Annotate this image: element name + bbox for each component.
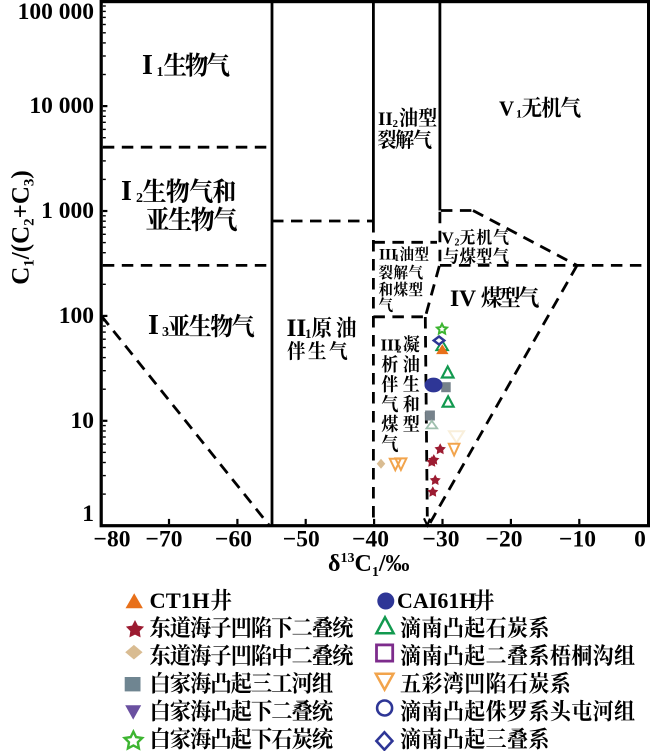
svg-text:δ13C1/‰: δ13C1/‰	[328, 551, 409, 580]
svg-text:−80: −80	[94, 526, 131, 552]
svg-text:2: 2	[397, 345, 402, 356]
svg-text:IV: IV	[450, 286, 476, 312]
svg-text:II: II	[378, 109, 393, 130]
svg-text:III: III	[381, 336, 401, 355]
svg-text:I: I	[121, 176, 132, 207]
svg-text:I: I	[148, 310, 159, 341]
svg-text:V: V	[442, 228, 455, 247]
svg-text:−50: −50	[283, 526, 320, 552]
svg-text:2: 2	[136, 191, 143, 206]
svg-text:1: 1	[157, 65, 164, 80]
svg-text:III: III	[379, 247, 397, 264]
svg-text:100 000: 100 000	[18, 0, 94, 25]
svg-text:0: 0	[634, 526, 646, 552]
svg-text:CT1H: CT1H	[150, 588, 211, 613]
svg-text:100: 100	[59, 303, 94, 329]
svg-text:−40: −40	[352, 526, 389, 552]
svg-text:V: V	[499, 97, 514, 121]
svg-text:I: I	[142, 50, 153, 81]
svg-text:1: 1	[395, 253, 400, 263]
svg-text:10 000: 10 000	[29, 93, 94, 119]
svg-text:1: 1	[82, 501, 94, 527]
svg-text:−60: −60	[215, 526, 252, 552]
svg-text:II: II	[287, 313, 307, 342]
svg-text:3: 3	[162, 325, 169, 340]
svg-text:−30: −30	[423, 526, 460, 552]
svg-text:−10: −10	[559, 526, 596, 552]
svg-text:1 000: 1 000	[41, 198, 94, 224]
svg-text:CAI61H: CAI61H	[397, 588, 476, 613]
svg-text:2: 2	[455, 237, 460, 248]
svg-text:C1/(C2+C3): C1/(C2+C3)	[8, 170, 38, 285]
svg-text:1: 1	[305, 326, 312, 341]
svg-text:−70: −70	[146, 526, 183, 552]
svg-text:1: 1	[516, 107, 522, 121]
svg-text:−20: −20	[486, 526, 523, 552]
svg-text:2: 2	[393, 118, 399, 130]
svg-text:10: 10	[71, 408, 95, 434]
